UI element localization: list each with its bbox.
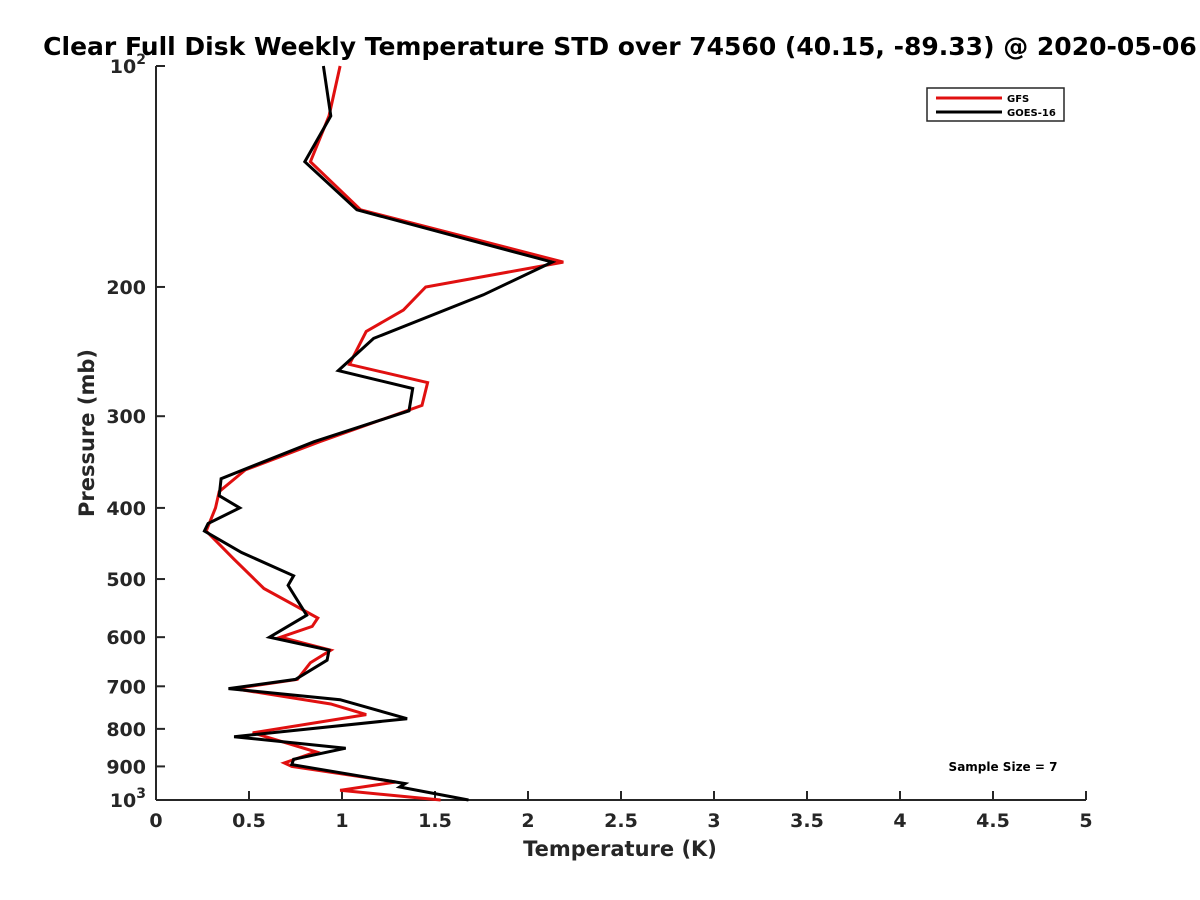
legend-label-gfs: GFS: [1007, 94, 1029, 105]
y-tick-label: 700: [106, 676, 146, 698]
x-tick-label: 3.5: [790, 810, 824, 832]
x-tick-label: 1.5: [418, 810, 452, 832]
x-tick-label: 2.5: [604, 810, 638, 832]
legend-label-goes-16: GOES-16: [1007, 108, 1056, 119]
x-tick-label: 2: [521, 810, 534, 832]
axes: 0 0.5 1 1.5 2 2.5 3 3.5 4 4.5 5 102 200 300 400 500 600 7…: [106, 52, 1092, 832]
y-tick-label: 600: [106, 627, 146, 649]
chart-title: Clear Full Disk Weekly Temperature STD o…: [43, 32, 1197, 61]
legend: GFS GOES-16: [926, 87, 1065, 122]
y-tick-label: 800: [106, 719, 146, 741]
y-tick-label: 500: [106, 569, 146, 591]
x-tick-label: 4.5: [976, 810, 1010, 832]
y-tick-label: 200: [106, 277, 146, 299]
x-axis-label: Temperature (K): [523, 837, 717, 861]
legend-box: [926, 87, 1065, 122]
sample-size-annotation: Sample Size = 7: [949, 760, 1058, 774]
data-series: [202, 65, 564, 802]
y-tick-label: 900: [106, 756, 146, 778]
y-tick-label: 103: [110, 786, 146, 812]
y-tick-label: 400: [106, 498, 146, 520]
x-tick-label: 4: [893, 810, 906, 832]
x-tick-label: 0: [149, 810, 162, 832]
x-tick-label: 0.5: [232, 810, 266, 832]
y-axis-label: Pressure (mb): [75, 349, 99, 517]
series-line-goes-16: [202, 65, 557, 802]
x-tick-label: 5: [1079, 810, 1092, 832]
y-tick-label: 102: [110, 52, 146, 78]
x-tick-label: 1: [335, 810, 348, 832]
y-tick-label: 300: [106, 406, 146, 428]
x-tick-label: 3: [707, 810, 720, 832]
